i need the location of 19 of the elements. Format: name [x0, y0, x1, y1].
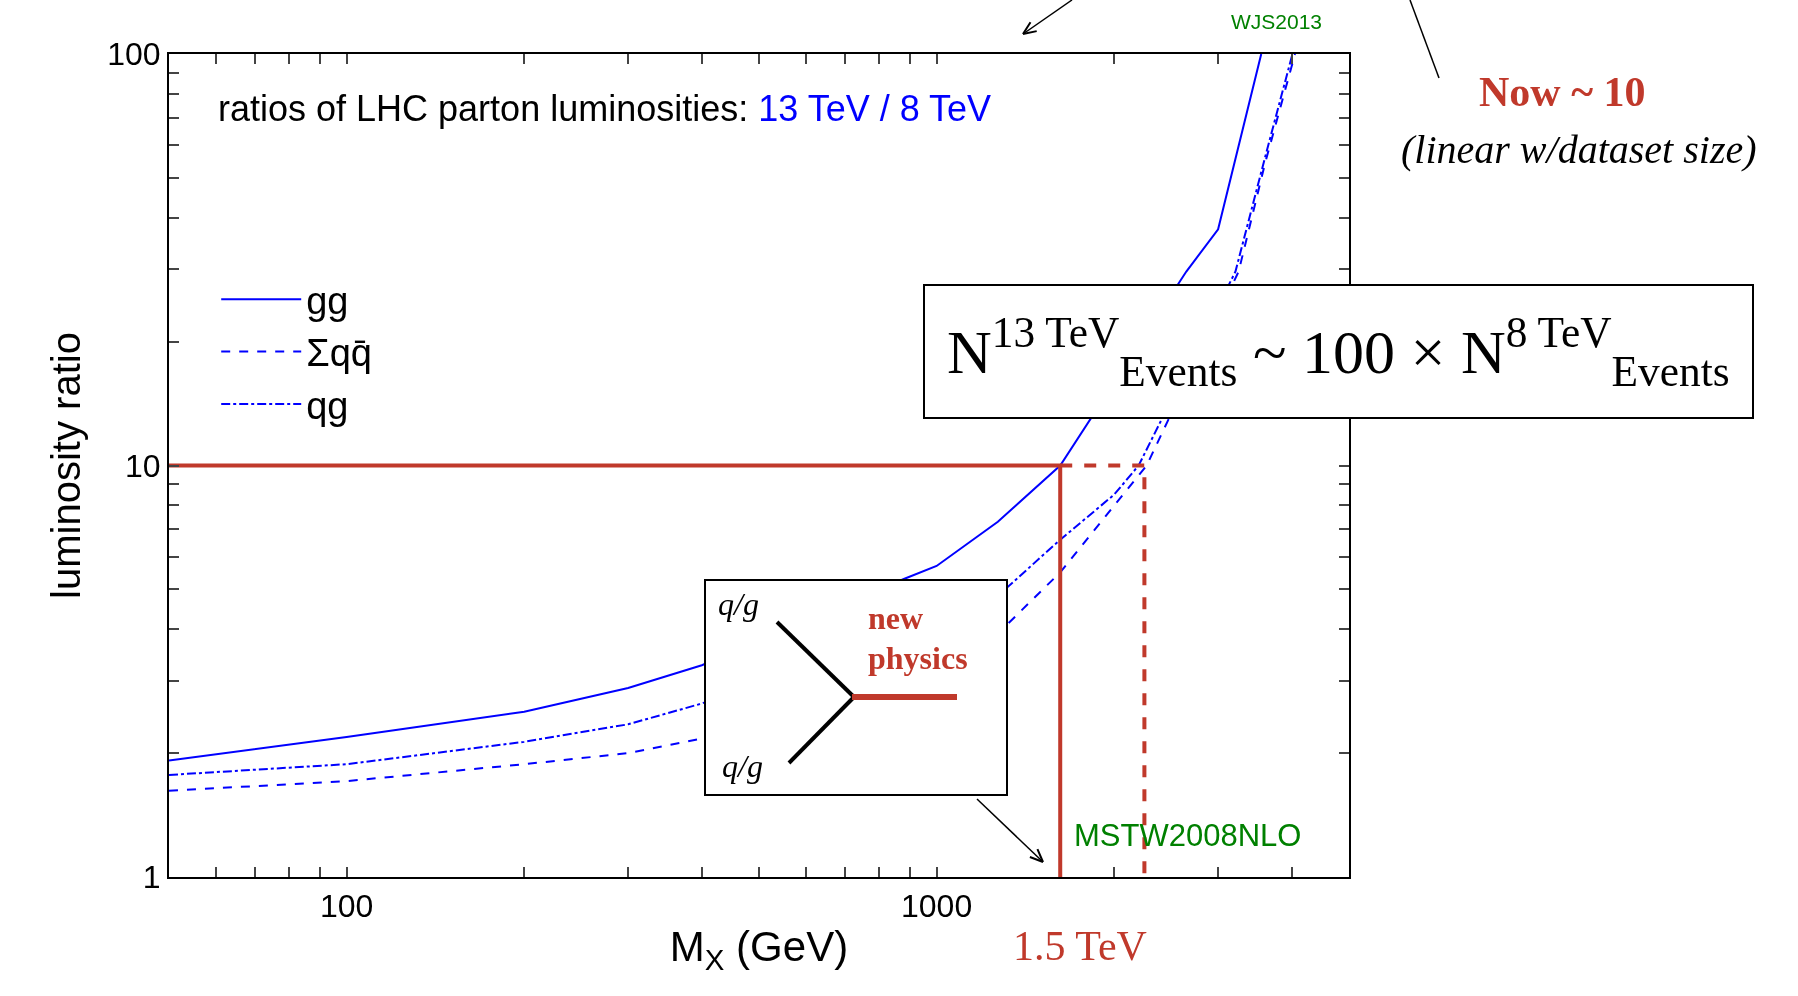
annotation: q/g	[722, 748, 763, 785]
text: ratios of LHC parton luminosities:	[218, 87, 749, 129]
legend-label: qg	[306, 384, 349, 427]
legend-label: Σqq̄	[306, 332, 372, 375]
annotation: q/g	[718, 586, 759, 623]
text: 1.5 TeV	[1013, 923, 1147, 969]
x-tick-label: 1000	[901, 888, 973, 925]
text: Now ~ 10	[1479, 69, 1646, 115]
annotation: MSTW2008NLO	[1074, 818, 1302, 853]
text: 13 TeV / 8 TeV	[758, 87, 992, 129]
y-tick-label: 100	[107, 36, 161, 73]
legend-label: gg	[306, 280, 349, 322]
text: WJS2013	[1231, 10, 1323, 33]
y-axis-title: luminosity ratio	[44, 332, 89, 599]
y-tick-label: 10	[125, 447, 161, 484]
x-axis-title: M$_{X}$ (GeV)	[669, 922, 849, 976]
y-tick-label: 1	[142, 859, 161, 896]
annotation: new physics	[868, 599, 969, 678]
text: (linear w/dataset size)	[1401, 127, 1757, 172]
